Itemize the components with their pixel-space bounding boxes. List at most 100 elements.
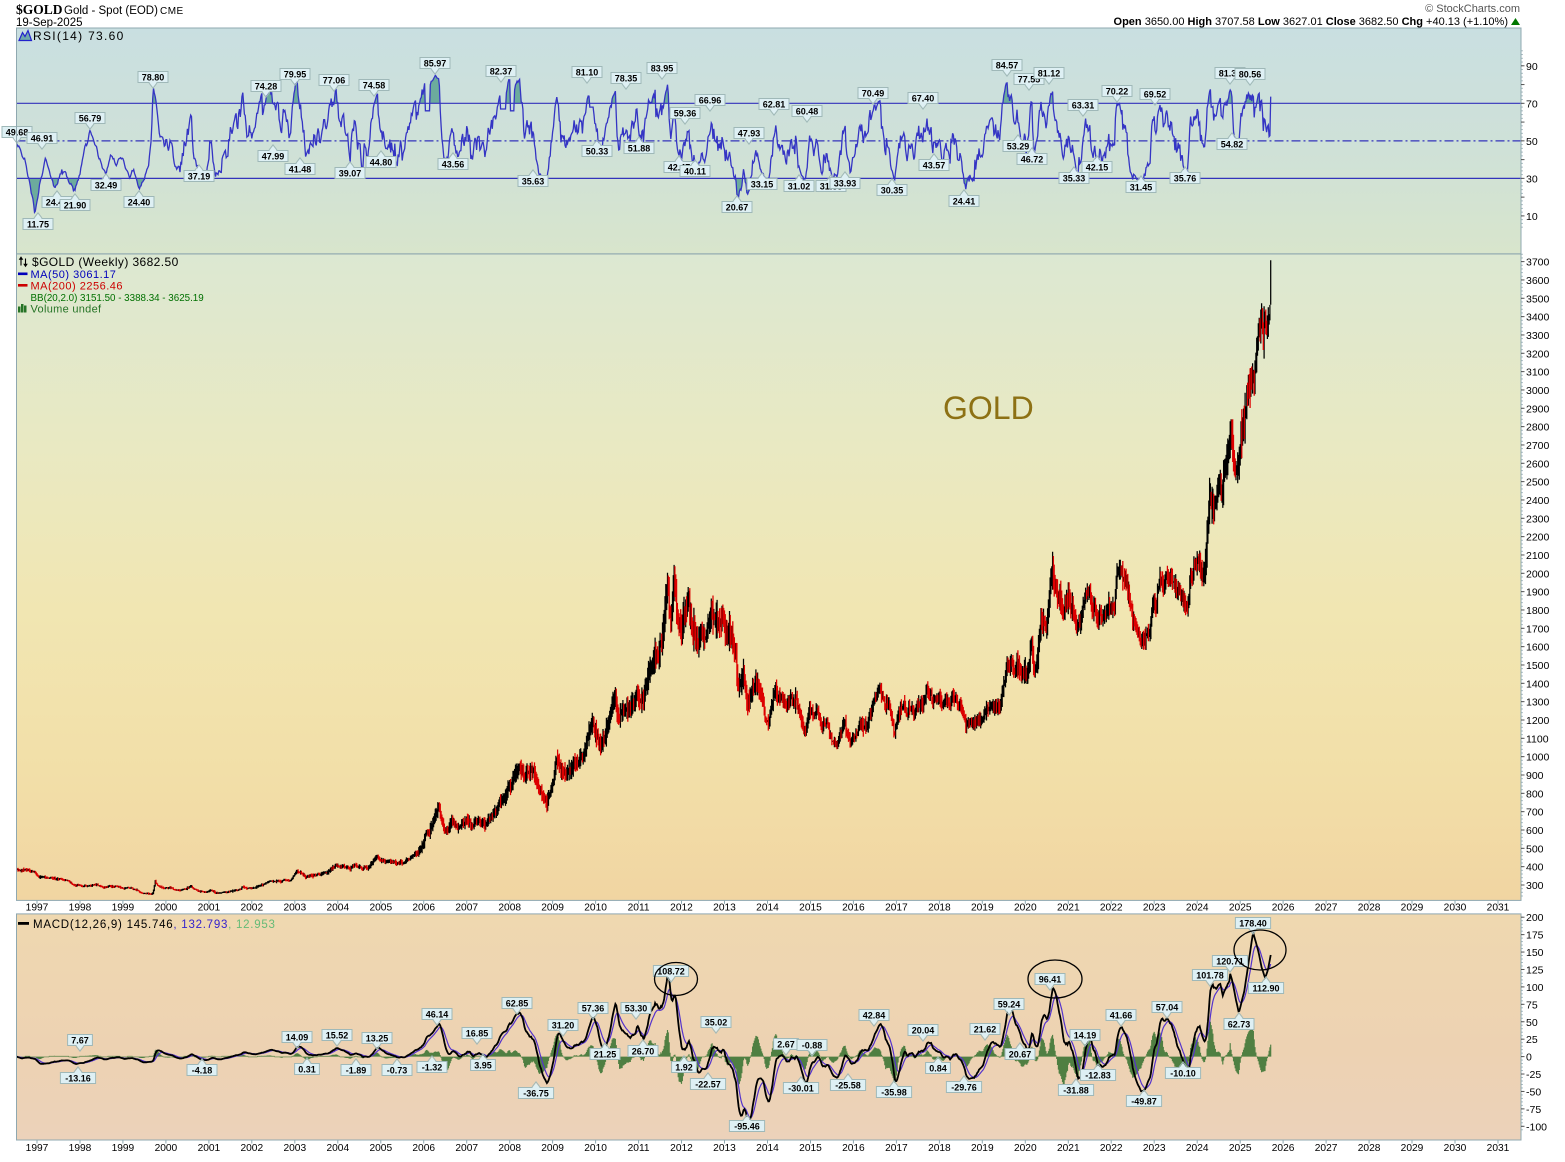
svg-text:2018: 2018 xyxy=(928,1143,951,1154)
svg-text:-30.01: -30.01 xyxy=(788,1083,814,1093)
svg-text:2014: 2014 xyxy=(756,903,779,914)
svg-text:2023: 2023 xyxy=(1143,903,1166,914)
svg-text:2004: 2004 xyxy=(326,903,349,914)
svg-text:120.71: 120.71 xyxy=(1216,956,1244,966)
svg-text:54.82: 54.82 xyxy=(1221,139,1244,149)
svg-text:15.52: 15.52 xyxy=(326,1030,349,1040)
svg-text:78.35: 78.35 xyxy=(615,73,638,83)
svg-text:2005: 2005 xyxy=(369,1143,392,1154)
svg-text:53.30: 53.30 xyxy=(625,1003,648,1013)
svg-text:13.25: 13.25 xyxy=(366,1033,389,1043)
svg-text:2024: 2024 xyxy=(1186,1143,1209,1154)
svg-text:2015: 2015 xyxy=(799,903,822,914)
svg-text:2029: 2029 xyxy=(1401,903,1424,914)
svg-text:42.15: 42.15 xyxy=(1086,162,1109,172)
svg-text:2002: 2002 xyxy=(240,1143,263,1154)
svg-text:14.19: 14.19 xyxy=(1074,1030,1097,1040)
svg-text:2017: 2017 xyxy=(885,1143,908,1154)
svg-text:35.76: 35.76 xyxy=(1174,173,1197,183)
svg-text:70: 70 xyxy=(1526,98,1538,110)
svg-text:3.95: 3.95 xyxy=(474,1060,492,1070)
svg-text:24.41: 24.41 xyxy=(953,196,976,206)
svg-text:2007: 2007 xyxy=(455,1143,478,1154)
svg-text:77.55: 77.55 xyxy=(1018,74,1041,84)
svg-text:90: 90 xyxy=(1526,61,1538,73)
svg-text:2013: 2013 xyxy=(713,1143,736,1154)
svg-text:2001: 2001 xyxy=(198,903,221,914)
svg-text:75: 75 xyxy=(1526,999,1538,1011)
svg-text:2006: 2006 xyxy=(412,903,435,914)
svg-text:44.80: 44.80 xyxy=(370,157,393,167)
svg-text:2023: 2023 xyxy=(1143,1143,1166,1154)
svg-text:2016: 2016 xyxy=(842,903,865,914)
svg-text:46.72: 46.72 xyxy=(1021,154,1044,164)
svg-text:62.85: 62.85 xyxy=(506,998,529,1008)
svg-text:83.95: 83.95 xyxy=(651,63,674,73)
svg-text:-25: -25 xyxy=(1526,1069,1541,1081)
svg-text:2026: 2026 xyxy=(1272,1143,1295,1154)
svg-text:2008: 2008 xyxy=(498,903,521,914)
svg-text:1999: 1999 xyxy=(112,903,135,914)
svg-text:$GOLD (Weekly) 3682.50: $GOLD (Weekly) 3682.50 xyxy=(32,255,179,269)
svg-text:78.80: 78.80 xyxy=(142,72,165,82)
svg-text:47.99: 47.99 xyxy=(262,151,285,161)
svg-text:3100: 3100 xyxy=(1526,367,1550,379)
svg-text:2005: 2005 xyxy=(369,903,392,914)
svg-text:2010: 2010 xyxy=(584,1143,607,1154)
svg-text:1200: 1200 xyxy=(1526,715,1550,727)
svg-text:21.25: 21.25 xyxy=(594,1049,617,1059)
svg-text:46.14: 46.14 xyxy=(426,1009,449,1019)
svg-text:66.96: 66.96 xyxy=(699,95,722,105)
svg-text:600: 600 xyxy=(1526,825,1544,837)
svg-text:31.02: 31.02 xyxy=(788,181,811,191)
svg-text:80.56: 80.56 xyxy=(1239,69,1262,79)
svg-text:1000: 1000 xyxy=(1526,752,1550,764)
svg-text:21.90: 21.90 xyxy=(64,200,87,210)
svg-text:16.85: 16.85 xyxy=(466,1028,489,1038)
svg-text:2026: 2026 xyxy=(1272,903,1295,914)
svg-text:Volume undef: Volume undef xyxy=(31,303,103,315)
svg-text:0.84: 0.84 xyxy=(929,1063,947,1073)
svg-text:2000: 2000 xyxy=(155,1143,178,1154)
svg-text:2028: 2028 xyxy=(1358,1143,1381,1154)
svg-text:51.88: 51.88 xyxy=(628,143,651,153)
svg-text:MA(200) 2256.46: MA(200) 2256.46 xyxy=(31,280,124,292)
svg-text:40.11: 40.11 xyxy=(684,166,706,176)
svg-text:-95.46: -95.46 xyxy=(734,1121,760,1131)
svg-text:3300: 3300 xyxy=(1526,330,1550,342)
svg-text:1.92: 1.92 xyxy=(675,1062,693,1072)
svg-text:2024: 2024 xyxy=(1186,903,1209,914)
svg-text:2021: 2021 xyxy=(1057,903,1080,914)
svg-text:2400: 2400 xyxy=(1526,495,1550,507)
svg-text:175: 175 xyxy=(1526,930,1544,942)
svg-text:2031: 2031 xyxy=(1487,903,1510,914)
svg-text:101.78: 101.78 xyxy=(1196,970,1224,980)
svg-text:30.35: 30.35 xyxy=(881,185,904,195)
svg-text:37.19: 37.19 xyxy=(188,171,211,181)
svg-text:300: 300 xyxy=(1526,880,1544,892)
svg-text:2008: 2008 xyxy=(498,1143,521,1154)
svg-text:-50: -50 xyxy=(1526,1086,1541,1098)
svg-text:79.95: 79.95 xyxy=(284,69,307,79)
svg-text:14.09: 14.09 xyxy=(286,1032,309,1042)
svg-text:Open 3650.00 High 3707.58 Low: Open 3650.00 High 3707.58 Low 3627.01 Cl… xyxy=(1114,16,1508,28)
svg-text:2011: 2011 xyxy=(628,903,650,914)
svg-text:700: 700 xyxy=(1526,807,1544,819)
svg-text:400: 400 xyxy=(1526,862,1544,874)
svg-text:59.36: 59.36 xyxy=(674,108,697,118)
svg-text:2031: 2031 xyxy=(1487,1143,1510,1154)
svg-text:800: 800 xyxy=(1526,788,1544,800)
svg-text:3700: 3700 xyxy=(1526,257,1550,269)
svg-text:2020: 2020 xyxy=(1014,903,1037,914)
svg-text:-100: -100 xyxy=(1526,1121,1547,1133)
svg-text:1500: 1500 xyxy=(1526,660,1550,672)
svg-text:67.40: 67.40 xyxy=(912,93,935,103)
svg-text:900: 900 xyxy=(1526,770,1544,782)
svg-text:47.93: 47.93 xyxy=(738,128,761,138)
svg-text:1600: 1600 xyxy=(1526,642,1550,654)
svg-text:42.47: 42.47 xyxy=(668,162,691,172)
svg-text:2029: 2029 xyxy=(1401,1143,1424,1154)
svg-text:60.48: 60.48 xyxy=(796,106,819,116)
svg-text:-13.16: -13.16 xyxy=(65,1073,91,1083)
svg-text:33.15: 33.15 xyxy=(751,179,774,189)
